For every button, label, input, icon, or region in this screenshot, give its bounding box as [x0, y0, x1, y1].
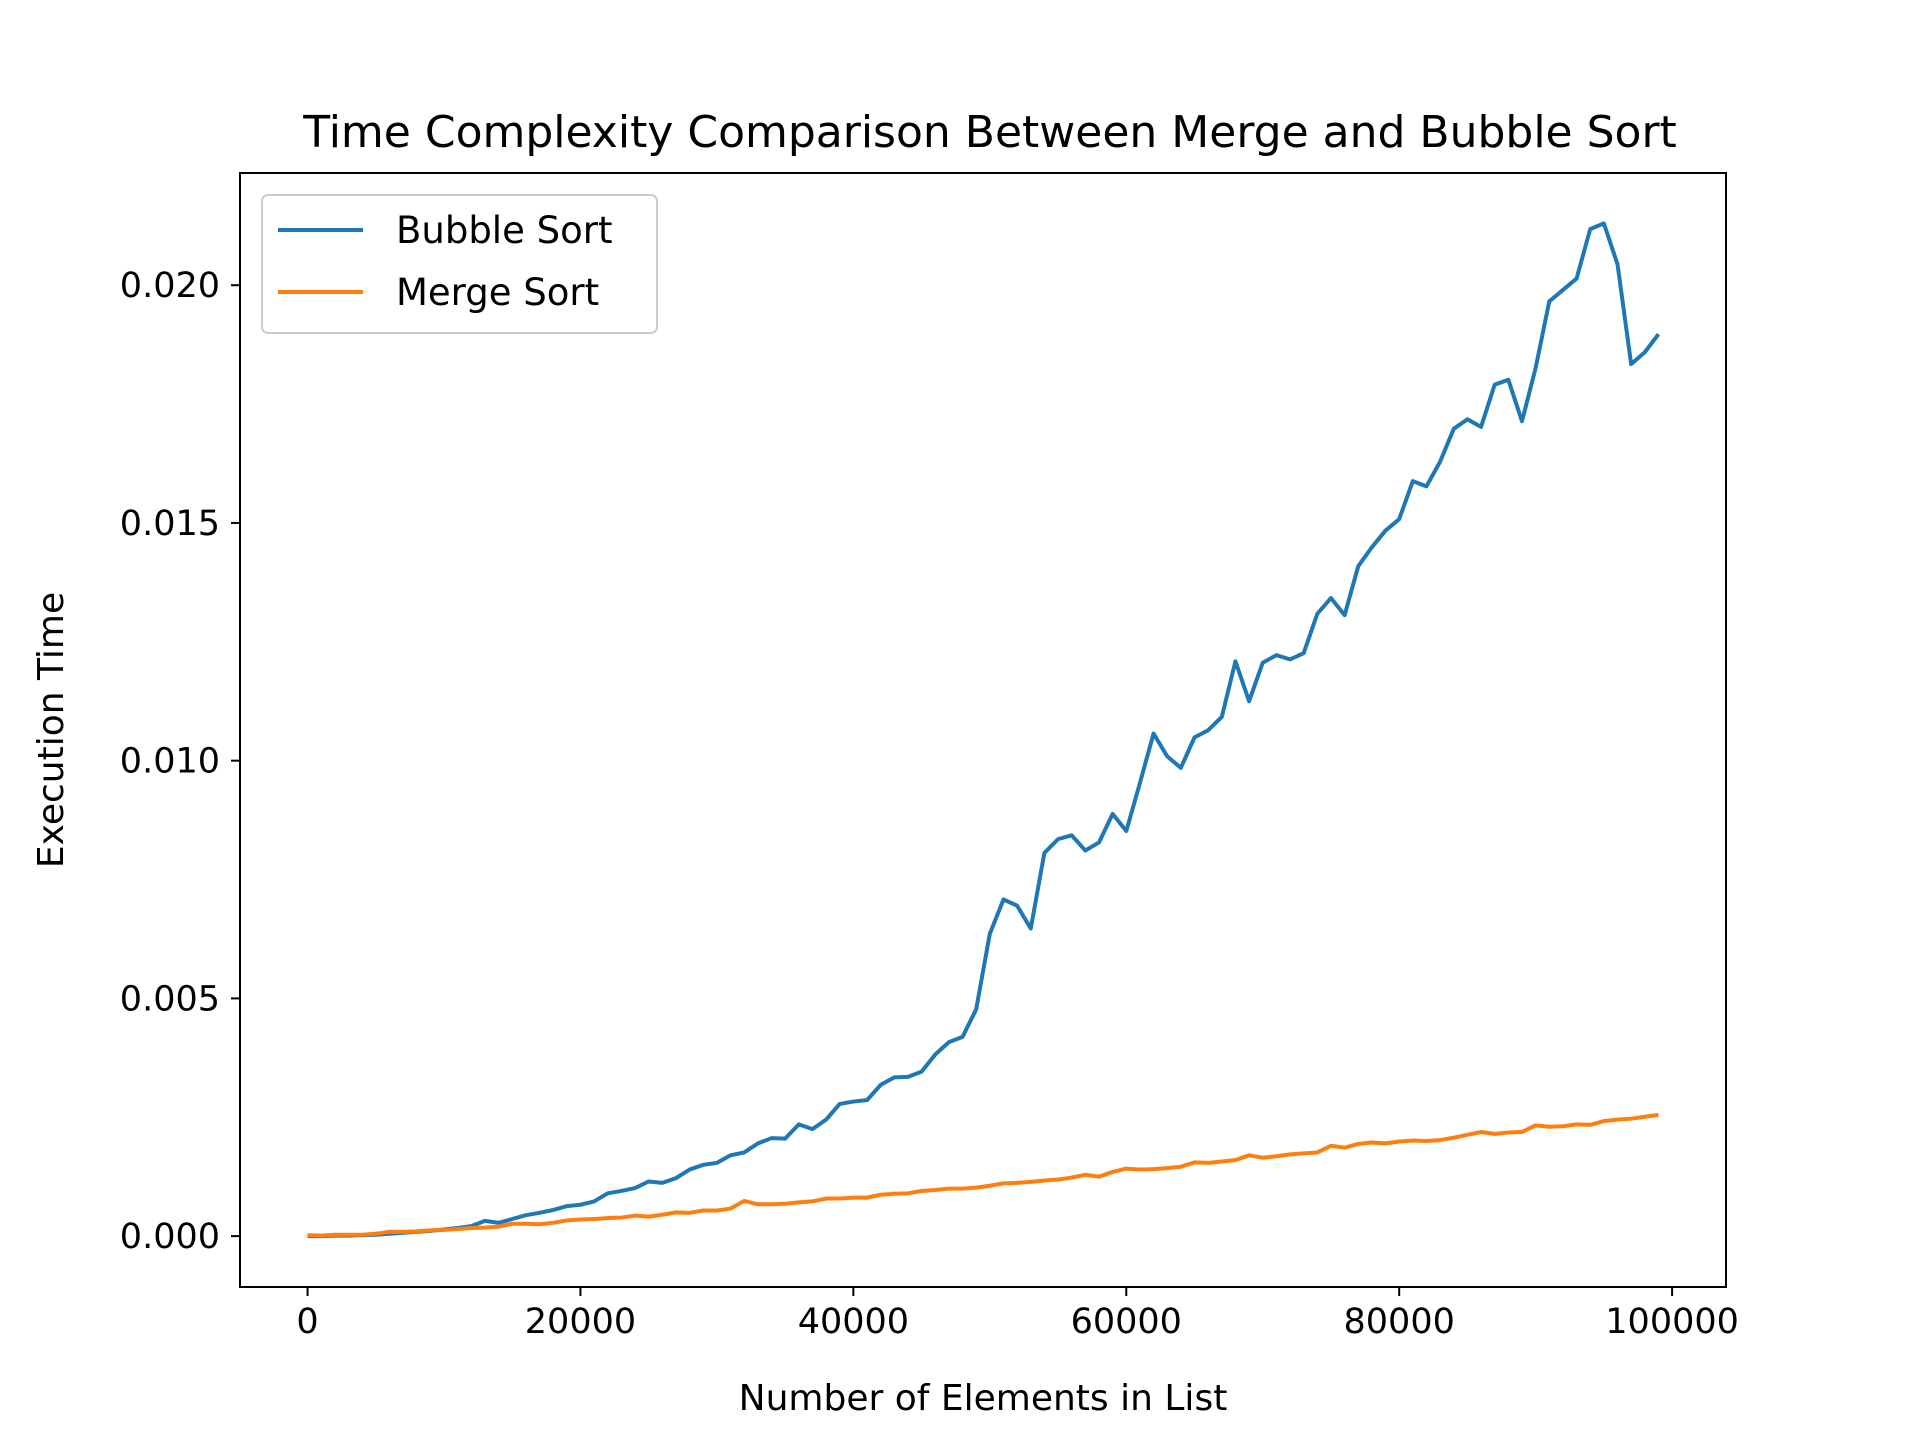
x-tick-label: 100000	[1605, 1302, 1739, 1342]
y-tick-label: 0.005	[120, 979, 220, 1019]
series-line-merge-sort	[307, 1112, 1659, 1238]
plot-area-frame	[239, 172, 1727, 1288]
y-tick-label: 0.015	[120, 504, 220, 544]
y-axis-label: Execution Time	[31, 592, 72, 868]
legend: Bubble Sort Merge Sort	[261, 194, 658, 334]
legend-label-bubble-sort: Bubble Sort	[396, 209, 612, 252]
x-axis: 0 20000 40000 60000 80000 100000	[296, 1287, 1739, 1342]
x-tick-label: 60000	[1071, 1302, 1182, 1342]
plot-lines	[307, 221, 1661, 1239]
x-tick-label: 20000	[525, 1302, 636, 1342]
x-tick-label: 80000	[1344, 1302, 1455, 1342]
y-tick-label: 0.020	[120, 266, 220, 306]
x-axis-label: Number of Elements in List	[739, 1378, 1228, 1419]
y-tick-label: 0.000	[120, 1217, 220, 1257]
y-axis: 0.000 0.005 0.010 0.015 0.020	[120, 266, 240, 1257]
x-tick-label: 0	[296, 1302, 318, 1342]
legend-label-merge-sort: Merge Sort	[396, 271, 599, 314]
x-tick-label: 40000	[798, 1302, 909, 1342]
y-tick-label: 0.010	[120, 742, 220, 782]
chart-title: Time Complexity Comparison Between Merge…	[302, 107, 1677, 158]
series-line-bubble-sort	[307, 221, 1661, 1239]
